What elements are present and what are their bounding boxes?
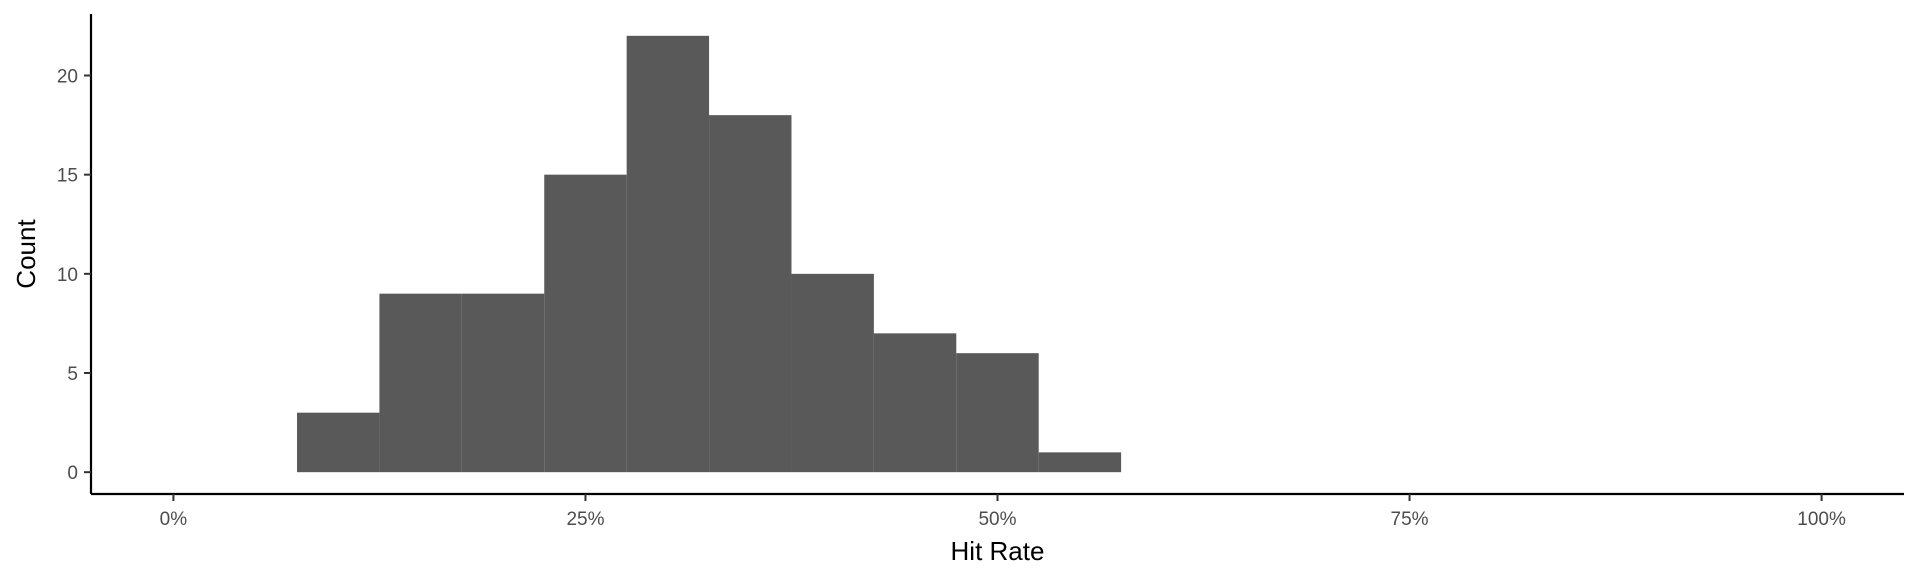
histogram-bar (626, 35, 710, 473)
y-ticks: 0 5 10 15 20 (57, 66, 91, 484)
y-tick-label: 10 (57, 265, 78, 286)
histogram-bar (461, 293, 545, 473)
histogram-bar (297, 412, 380, 473)
x-tick-label: 50% (978, 509, 1016, 530)
x-tick-label: 75% (1391, 509, 1429, 530)
histogram-bar (544, 174, 627, 473)
y-tick-label: 0 (67, 463, 78, 484)
histogram-bar (873, 333, 957, 473)
x-tick-label: 25% (566, 509, 604, 530)
histogram-bar (709, 115, 792, 473)
histogram-bar (956, 353, 1039, 473)
histogram-bar (791, 273, 874, 473)
y-tick-label: 5 (67, 364, 78, 385)
y-tick-label: 20 (57, 66, 78, 87)
bars-layer (297, 35, 1122, 473)
x-ticks: 0% 25% 50% 75% 100% (160, 494, 1846, 530)
y-axis-title: Count (11, 219, 41, 289)
x-axis-title: Hit Rate (951, 536, 1045, 566)
x-tick-label: 0% (160, 509, 188, 530)
y-tick-label: 15 (57, 166, 78, 187)
histogram-bar (379, 293, 462, 473)
x-tick-label: 100% (1797, 509, 1846, 530)
histogram-bar (1038, 452, 1122, 473)
